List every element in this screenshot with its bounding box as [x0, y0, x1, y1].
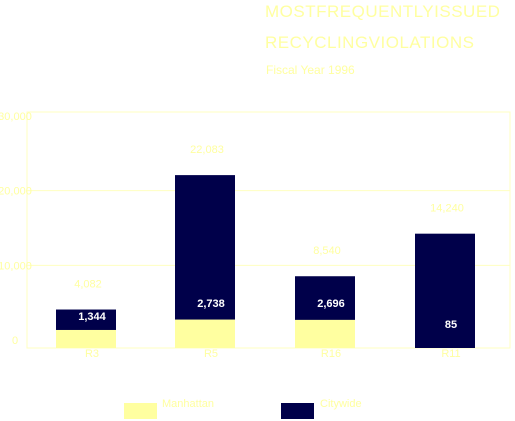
legend-label-citywide: Citywide [320, 398, 362, 410]
data-label-manhattan: 2,696 [317, 298, 345, 310]
data-label-citywide: 4,082 [74, 279, 102, 291]
data-label-manhattan: 2,738 [197, 298, 225, 310]
data-label-citywide: 22,083 [190, 144, 224, 156]
y-tick-label: 20,000 [0, 186, 32, 198]
bar-citywide [175, 175, 235, 348]
x-tick-label: R11 [441, 348, 460, 360]
data-label-citywide: 14,240 [430, 203, 464, 215]
legend-swatch-citywide [281, 403, 314, 419]
bar-manhattan [295, 319, 355, 348]
bar-manhattan [56, 329, 116, 348]
chart-title-line-2: RECYCLINGVIOLATIONS [265, 33, 475, 52]
chart-subtitle: Fiscal Year 1996 [266, 63, 355, 77]
plot-frame [26, 111, 511, 349]
x-tick-label: R3 [85, 348, 99, 360]
x-tick-label: R16 [321, 348, 341, 360]
bar-manhattan [175, 319, 235, 348]
bar-citywide [415, 233, 475, 348]
data-label-manhattan: 85 [445, 319, 457, 331]
data-label-manhattan: 1,344 [78, 311, 106, 323]
chart-title-line-1: MOSTFREQUENTLYISSUED [265, 2, 501, 21]
x-tick-label: R5 [204, 348, 218, 360]
legend-label-manhattan: Manhattan [162, 398, 214, 410]
y-tick-label: 30,000 [0, 111, 32, 123]
data-label-citywide: 8,540 [313, 245, 341, 257]
y-tick-label: 10,000 [0, 260, 32, 272]
legend-swatch-manhattan [124, 403, 157, 419]
y-tick-label: 0 [12, 335, 18, 347]
